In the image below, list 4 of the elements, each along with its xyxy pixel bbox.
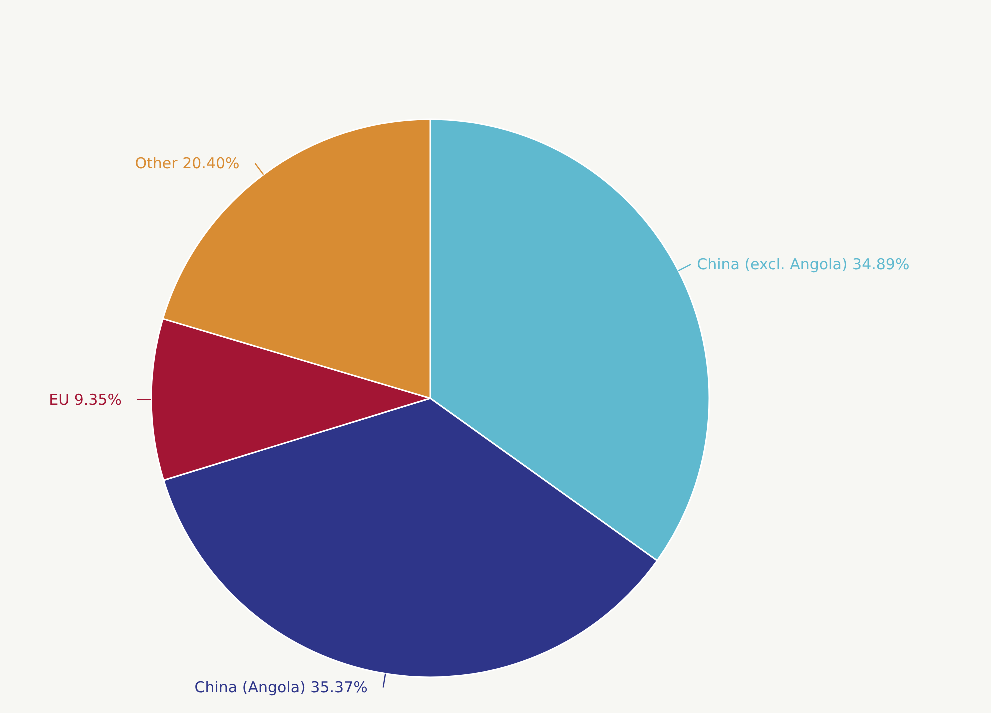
slice-label: Other 20.40% — [135, 154, 240, 173]
slice-label: China (excl. Angola) 34.89% — [697, 256, 910, 274]
slice-label: EU 9.35% — [49, 390, 122, 409]
slice-label: China (Angola) 35.37% — [194, 678, 368, 697]
